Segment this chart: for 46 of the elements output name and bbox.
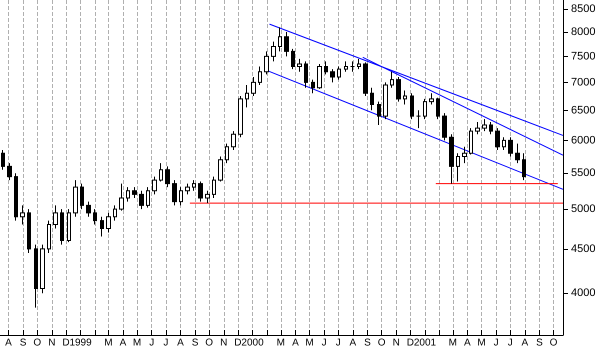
x-tick-label: M xyxy=(104,338,113,348)
x-tick-label: D xyxy=(62,338,70,348)
x-tick-label: M xyxy=(132,338,142,348)
x-tick-label: J xyxy=(508,338,513,348)
x-tick-label: O xyxy=(550,338,558,348)
x-tick-label: J xyxy=(494,338,499,348)
x-tick-label: M xyxy=(477,338,486,348)
y-tick-label: 6500 xyxy=(571,104,596,116)
x-tick-label: N xyxy=(48,338,56,348)
x-tick-label: 2001 xyxy=(414,338,437,348)
y-tick-label: 8000 xyxy=(571,26,596,38)
x-tick-label: J xyxy=(163,338,168,348)
x-tick-label: D xyxy=(406,338,414,348)
x-tick-label: 1999 xyxy=(69,338,92,348)
x-tick-label: S xyxy=(192,338,199,348)
x-tick-label: 2000 xyxy=(241,338,264,348)
x-tick-label: A xyxy=(177,338,184,348)
x-tick-label: S xyxy=(364,338,372,348)
x-tick-label: J xyxy=(336,338,341,348)
x-tick-label: A xyxy=(350,338,357,348)
x-tick-label: A xyxy=(5,338,12,348)
x-tick-label: S xyxy=(536,338,544,348)
y-tick-label: 7000 xyxy=(571,76,596,88)
y-tick-label: 4500 xyxy=(571,242,596,255)
x-tick-label: J xyxy=(322,338,327,348)
x-tick-label: A xyxy=(292,338,300,348)
y-tick-label: 7500 xyxy=(571,50,596,62)
x-tick-label: A xyxy=(120,338,127,348)
x-tick-label: O xyxy=(205,338,214,348)
y-tick-label: 6000 xyxy=(571,134,596,146)
x-tick-label: N xyxy=(220,338,228,348)
x-tick-label: A xyxy=(522,338,529,348)
x-tick-label: O xyxy=(33,338,42,348)
x-tick-label: M xyxy=(276,338,285,348)
x-tick-label: S xyxy=(20,338,27,348)
x-tick-label: M xyxy=(305,338,314,348)
y-tick-label: 5000 xyxy=(571,203,596,216)
x-tick-label: D xyxy=(234,338,242,348)
y-tick-label: 4000 xyxy=(571,287,596,300)
x-tick-label: O xyxy=(378,338,386,348)
x-tick-label: J xyxy=(149,338,154,348)
x-tick-label: A xyxy=(464,338,472,348)
y-tick-label: 5500 xyxy=(571,167,596,180)
y-tick-label: 8500 xyxy=(571,3,596,16)
x-tick-label: N xyxy=(392,338,400,348)
x-tick-label: M xyxy=(448,338,457,348)
